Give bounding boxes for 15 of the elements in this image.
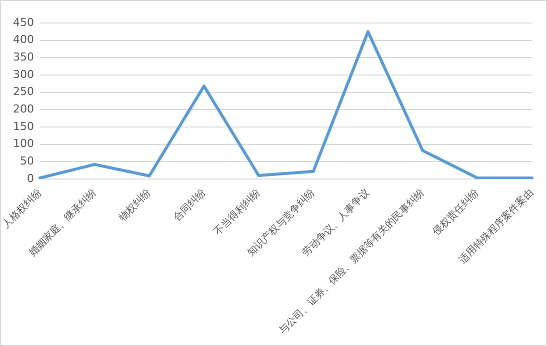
- y-tick-label: 350: [12, 50, 34, 64]
- y-tick-label: 300: [12, 68, 34, 81]
- x-tick-label: 合同纠纷: [171, 186, 208, 224]
- y-tick-label: 50: [20, 154, 34, 168]
- x-tick-label: 人格权纠纷: [0, 186, 44, 231]
- y-tick-label: 100: [12, 137, 34, 150]
- y-tick-label: 250: [12, 85, 34, 98]
- y-tick-label: 150: [12, 120, 34, 133]
- y-tick-label: 0: [26, 172, 34, 185]
- x-tick-label: 不当得利纠纷: [212, 186, 263, 238]
- y-tick-label: 200: [12, 102, 34, 116]
- x-tick-label: 侵权责任纠纷: [430, 186, 482, 238]
- x-tick-label: 物权纠纷: [116, 186, 154, 224]
- y-tick-label: 400: [12, 33, 34, 46]
- y-tick-label: 450: [12, 16, 34, 29]
